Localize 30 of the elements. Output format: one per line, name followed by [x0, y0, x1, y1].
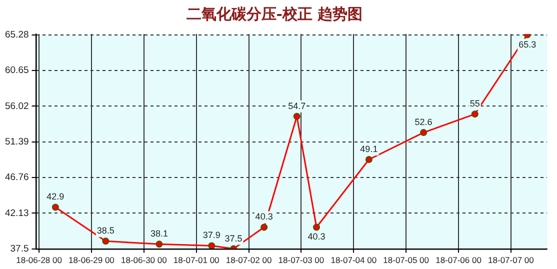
data-label: 54.7 [288, 100, 306, 111]
data-label: 52.6 [414, 117, 432, 128]
x-tick-label: 18-07-02 00 [226, 255, 272, 266]
y-tick-label: 56.02 [4, 100, 29, 112]
data-label: 38.5 [96, 226, 114, 236]
data-label: 42.9 [46, 192, 64, 202]
data-label: 65.3 [518, 39, 536, 50]
data-label: 55 [470, 98, 480, 109]
y-tick-label: 37.5 [10, 243, 29, 254]
x-tick-label: 18-07-05 00 [383, 255, 430, 266]
x-tick-label: 18-07-01 00 [173, 255, 220, 266]
y-tick-label: 46.76 [4, 172, 29, 184]
data-label: 49.1 [360, 144, 378, 154]
x-tick-label: 18-07-07 00 [488, 255, 534, 266]
data-label: 37.9 [202, 230, 220, 240]
data-label: 40.3 [255, 212, 273, 222]
y-tick-label: 60.65 [4, 65, 29, 76]
x-tick-label: 18-07-03 00 [278, 255, 324, 266]
x-tick-label: 18-06-29 00 [68, 255, 115, 266]
data-label: 40.3 [308, 232, 326, 242]
y-tick-label: 51.39 [4, 136, 29, 148]
x-tick-label: 18-07-04 00 [330, 255, 377, 266]
y-tick-label: 42.13 [4, 208, 29, 219]
x-tick-label: 18-06-30 00 [120, 255, 168, 266]
x-tick-label: 18-07-06 00 [436, 255, 482, 266]
y-tick-label: 65.28 [4, 30, 29, 41]
chart-title: 二氧化碳分压-校正 趋势图 [186, 4, 363, 23]
x-tick-label: 18-06-28 00 [16, 255, 62, 266]
data-label: 37.5 [224, 233, 242, 244]
data-label: 38.1 [150, 228, 168, 239]
